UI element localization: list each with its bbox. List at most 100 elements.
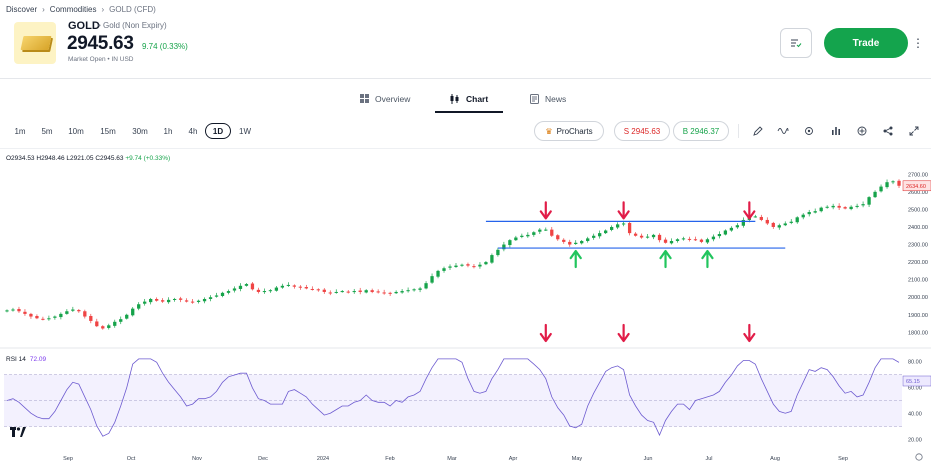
tab-bar: Overview Chart News [0,84,931,113]
candle-body [621,223,626,225]
timeframe-5m[interactable]: 5m [41,126,53,136]
x-axis-label: May [572,456,583,462]
rsi-axis-label: 20.00 [908,438,922,444]
breadcrumb-commodities[interactable]: Commodities [49,4,97,14]
breadcrumb-discover[interactable]: Discover [6,4,38,14]
candle-body [113,321,117,326]
candle-body [681,238,686,240]
tab-chart-label: Chart [466,93,489,104]
bar-chart-icon[interactable] [829,124,843,138]
candle-body [292,285,296,287]
candle-body [370,290,374,292]
candle-body [47,318,51,320]
candle-body [232,288,237,291]
candle-body [77,310,81,312]
tab-overview-label: Overview [375,93,411,104]
candle-body [172,298,177,300]
candle-body [723,230,728,235]
tab-news[interactable]: News [530,84,566,113]
candle-body [256,289,261,292]
candle-body [298,286,302,288]
add-indicator-icon[interactable] [855,124,869,138]
timeframe-15m[interactable]: 15m [100,126,116,136]
candle-body [556,235,560,240]
candle-body [166,299,171,303]
rsi-overbought-band [4,374,902,427]
rsi-axis-label: 40.00 [908,412,922,418]
x-axis-label: Nov [192,456,202,462]
candle-body [849,206,853,210]
settings-icon[interactable] [802,124,816,138]
down-arrow-price [617,210,630,220]
candle-body [125,314,129,319]
breadcrumb-current: GOLD (CFD) [109,4,156,14]
last-price-tag [902,180,931,192]
timeframe-1w[interactable]: 1W [239,126,251,136]
indicators-icon[interactable] [776,124,790,138]
annotations [485,201,786,343]
share-icon[interactable] [881,124,895,138]
timeframe-10m[interactable]: 10m [68,126,84,136]
candle-body [574,242,578,245]
procharts-button[interactable]: ♛ ProCharts [534,121,604,141]
down-arrow-rsi [743,332,756,343]
rsi-series-line [6,358,900,437]
buy-button[interactable]: B 2946.37 [673,121,729,141]
candle-body [855,205,859,207]
candle-body [562,239,566,242]
candle-body [867,197,871,205]
candle-body [807,212,811,215]
candle-body [789,221,793,223]
candle-body [669,241,674,244]
more-options-icon[interactable]: ⋮ [912,36,924,50]
candle-body [759,216,763,220]
watchlist-button[interactable] [780,28,812,58]
candle-body [352,291,356,293]
timeframe-1m[interactable]: 1m [14,126,26,136]
x-axis-label: 2024 [317,456,329,462]
candle-body [879,186,883,192]
candle-body [484,262,488,265]
candle-body [334,291,338,293]
instrument-price: 2945.63 [67,33,134,54]
chevron-right-icon: › [42,4,45,14]
price-axis-label: 2000.00 [908,295,928,301]
pencil-icon[interactable] [751,124,765,138]
news-icon [530,93,539,104]
candle-body [418,288,422,290]
candle-body [442,268,446,271]
candle-body [59,313,63,318]
timeframe-1d[interactable]: 1D [205,123,231,139]
timeframe-30m[interactable]: 30m [132,126,148,136]
candle-body [214,295,219,297]
sell-button[interactable]: S 2945.63 [614,121,670,141]
candle-body [550,229,554,236]
crown-icon: ♛ [545,126,553,136]
candle-body [65,311,69,314]
timeframe-1h[interactable]: 1h [163,126,173,136]
rsi-name: RSI 14 [6,356,26,363]
candle-body [502,244,506,250]
header-divider [0,78,931,79]
price-chart[interactable]: 2700.00 2600.00 2500.00 2400.00 2300.00 2200.… [0,150,931,473]
candle-body [131,308,135,316]
candle-body [771,222,775,227]
trade-button[interactable]: Trade [824,28,908,58]
tradingview-logo[interactable] [10,427,26,440]
market-status: Market Open • IN USD [68,56,134,63]
fullscreen-icon[interactable] [907,124,921,138]
candle-body [274,287,279,291]
tab-chart[interactable]: Chart [450,84,488,113]
candle-body [29,313,33,317]
candle-body [532,232,536,235]
price-change: 9.74 (0.33%) [142,42,188,51]
candle-body [364,290,368,293]
candle-body [412,289,416,291]
timeframe-4h[interactable]: 4h [188,126,198,136]
x-axis-label: Mar [447,456,457,462]
candle-body [520,235,524,237]
candle-body [424,283,428,289]
candle-body [262,291,267,293]
candle-body [472,266,476,268]
tab-overview[interactable]: Overview [360,84,410,113]
